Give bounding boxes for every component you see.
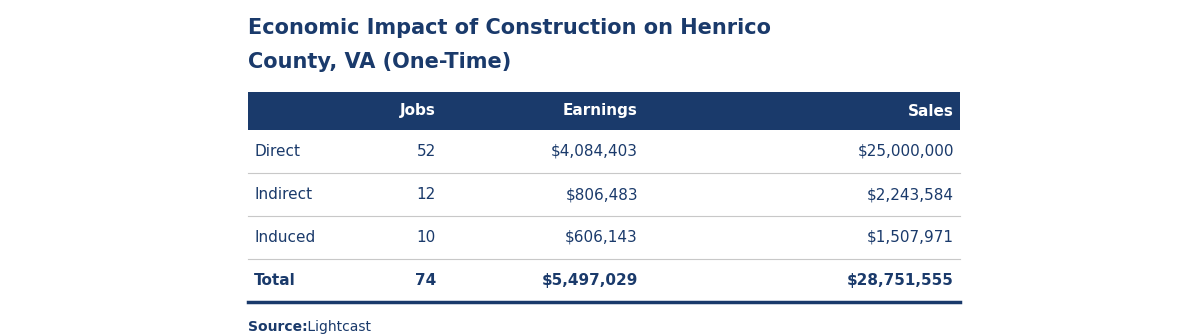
Text: Indirect: Indirect [254, 187, 312, 202]
Text: $25,000,000: $25,000,000 [858, 144, 954, 159]
Text: County, VA (One-Time): County, VA (One-Time) [248, 52, 511, 72]
Text: Source:: Source: [248, 320, 307, 334]
Text: Direct: Direct [254, 144, 300, 159]
Text: 12: 12 [416, 187, 436, 202]
Text: $5,497,029: $5,497,029 [541, 273, 638, 288]
Text: $806,483: $806,483 [565, 187, 638, 202]
Text: 10: 10 [416, 230, 436, 245]
Text: 74: 74 [415, 273, 436, 288]
Text: Economic Impact of Construction on Henrico: Economic Impact of Construction on Henri… [248, 18, 772, 38]
Text: Induced: Induced [254, 230, 316, 245]
Text: $28,751,555: $28,751,555 [847, 273, 954, 288]
Text: 52: 52 [416, 144, 436, 159]
Text: Total: Total [254, 273, 295, 288]
Bar [248, 92, 960, 130]
Text: Lightcast: Lightcast [302, 320, 371, 334]
Text: $2,243,584: $2,243,584 [866, 187, 954, 202]
Text: $606,143: $606,143 [565, 230, 638, 245]
Text: Earnings: Earnings [563, 103, 638, 119]
Text: Jobs: Jobs [400, 103, 436, 119]
Text: $4,084,403: $4,084,403 [551, 144, 638, 159]
Text: Sales: Sales [908, 103, 954, 119]
Text: $1,507,971: $1,507,971 [866, 230, 954, 245]
